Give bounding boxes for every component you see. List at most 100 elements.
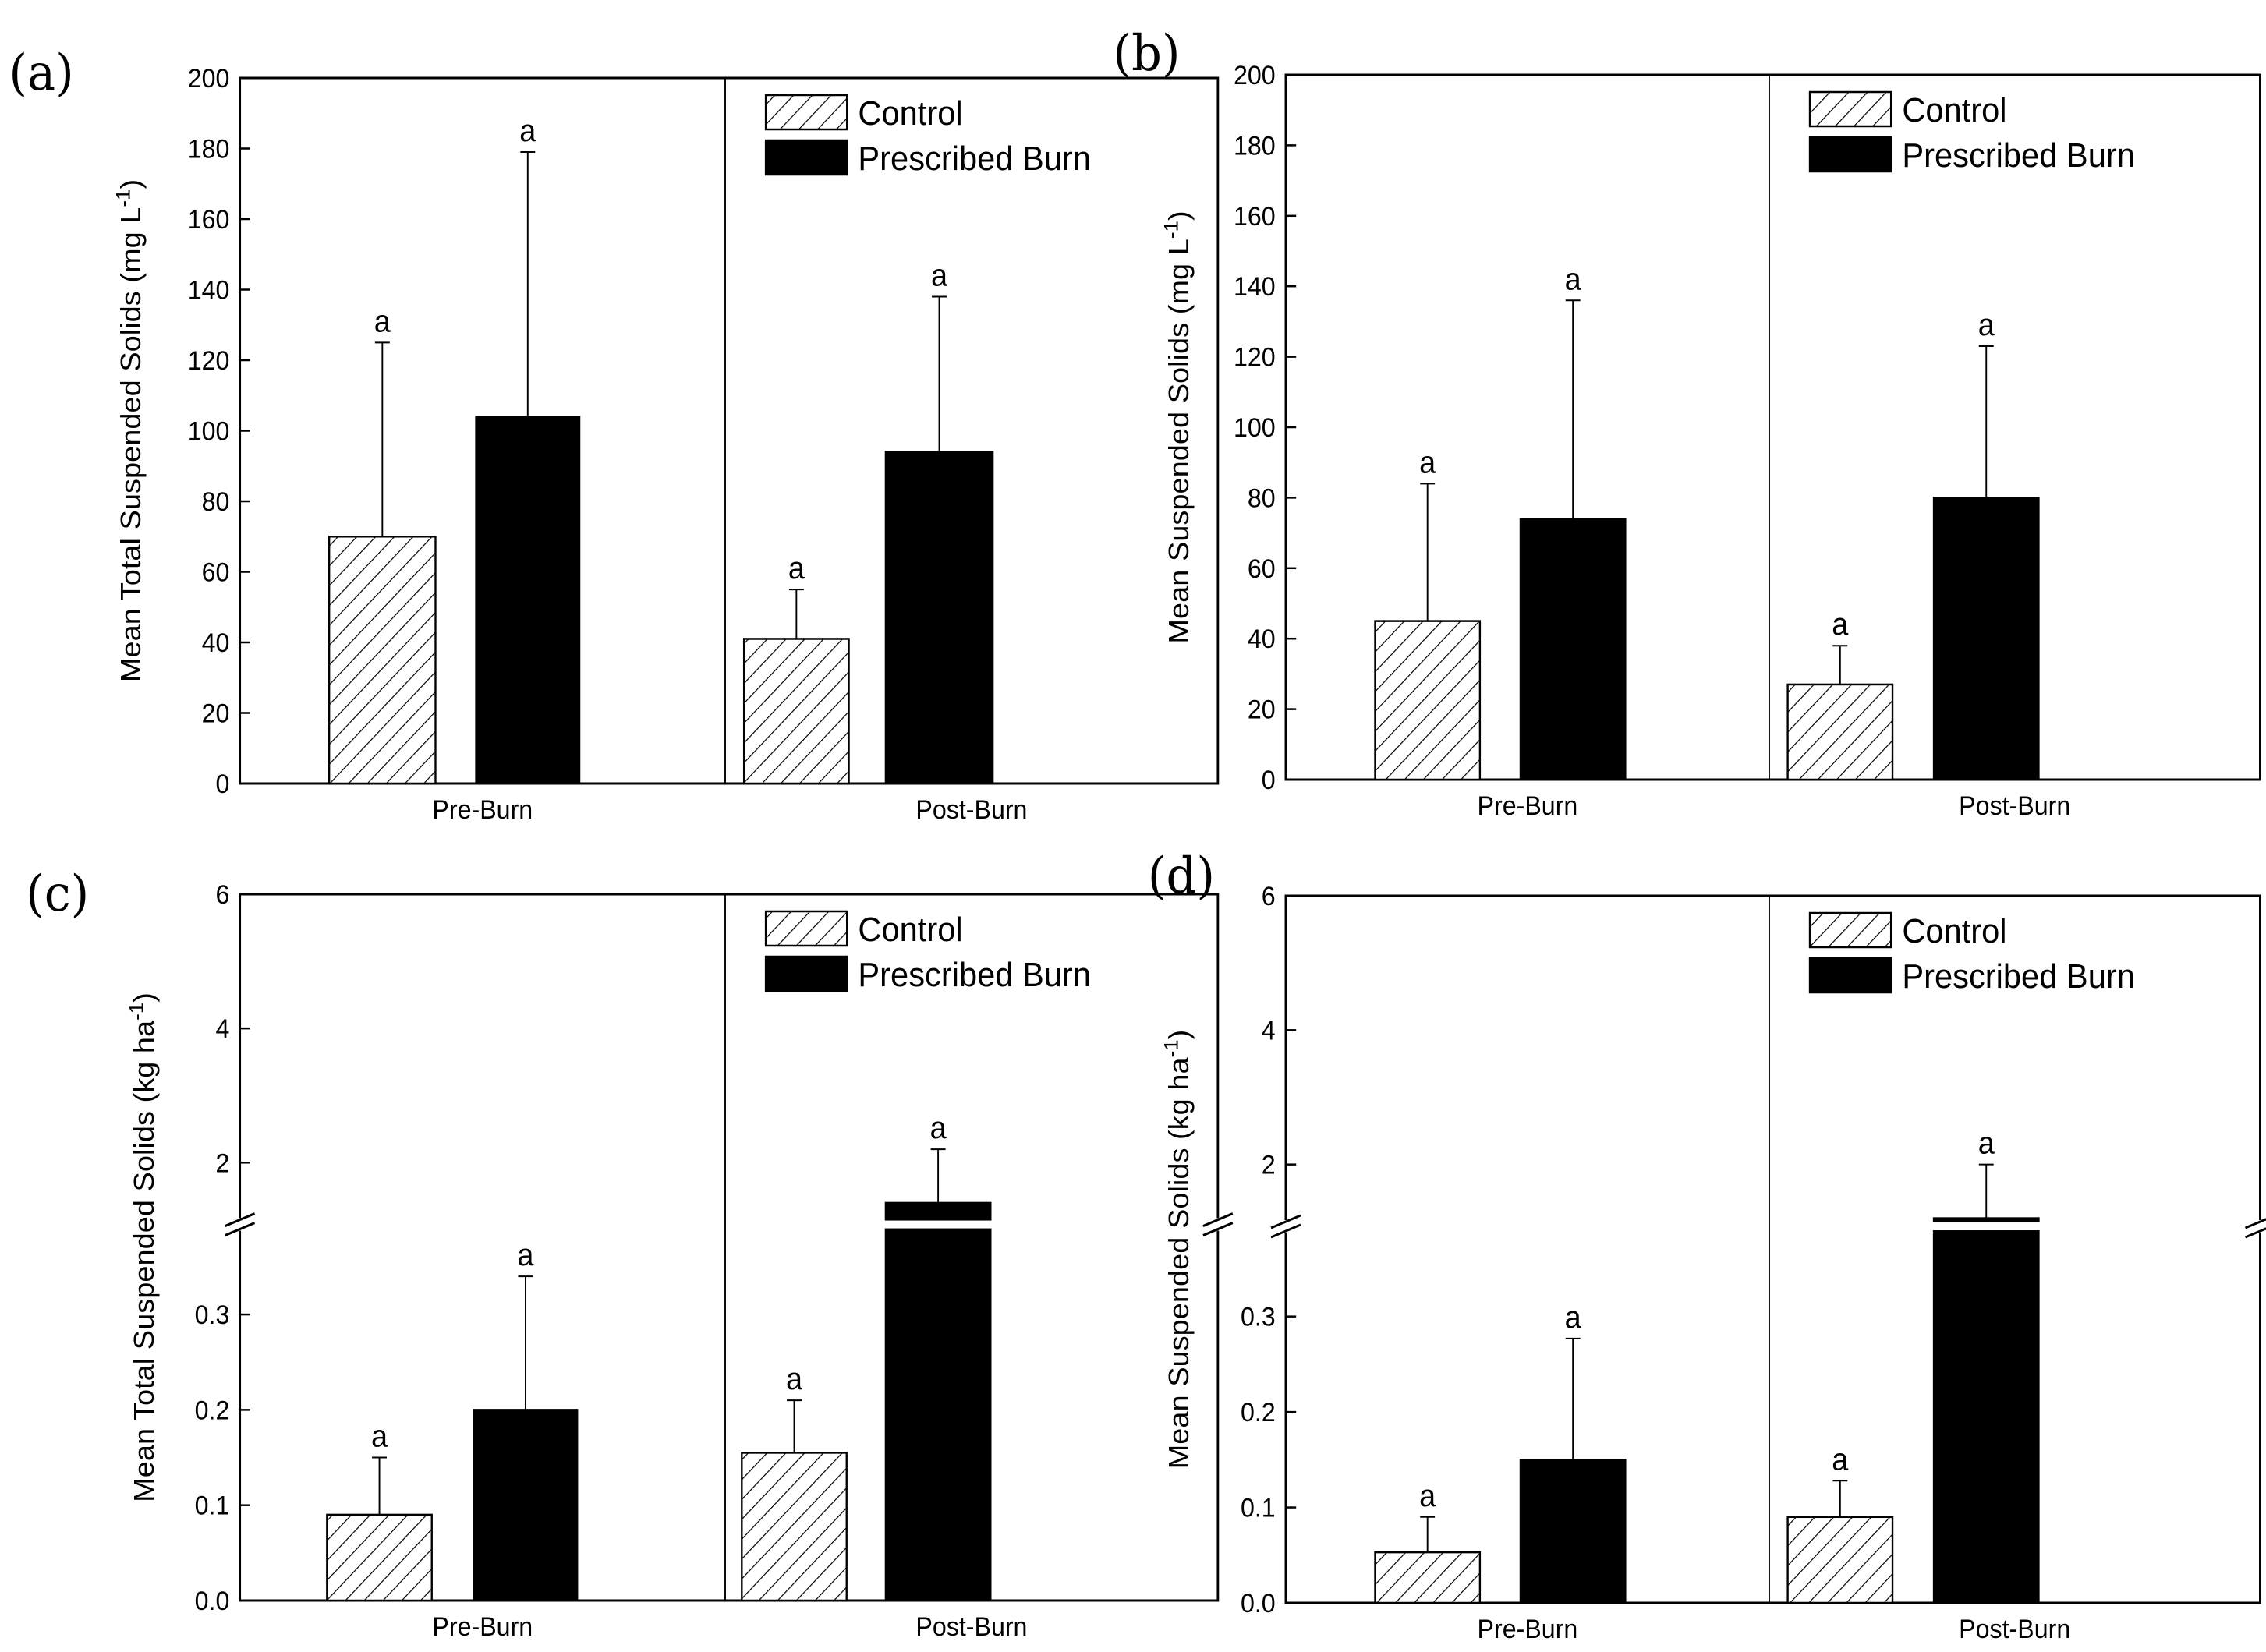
control-bar-pre xyxy=(328,536,437,785)
legend-burn-swatch xyxy=(1808,136,1892,173)
plot-frame xyxy=(1284,894,2261,1604)
y-tick-label: 200 xyxy=(188,64,230,94)
significance-letter: a xyxy=(930,1111,947,1145)
legend-control-label: Control xyxy=(858,911,962,949)
axis-break-gap xyxy=(1283,1220,1289,1233)
significance-letter: a xyxy=(931,259,947,293)
burn-bar-pre xyxy=(473,1409,579,1602)
burn-bar-post xyxy=(1932,1217,2040,1604)
axis-break-mark xyxy=(1270,1223,1301,1239)
legend-burn-swatch xyxy=(764,139,848,176)
control-bar-post xyxy=(741,1452,848,1602)
y-tick-label: 80 xyxy=(202,487,230,517)
y-tick-label: 2 xyxy=(1262,1151,1276,1180)
y-tick-label: 100 xyxy=(188,417,230,447)
legend-control-swatch xyxy=(1808,90,1892,128)
control-bar-post xyxy=(742,638,850,785)
significance-letter: a xyxy=(1832,607,1848,642)
y-axis-label-sup: -1 xyxy=(1161,221,1182,239)
y-tick-label: 160 xyxy=(1234,202,1276,232)
panel-d: (d) 0.0 0.1 0.2 0.3 2 4 6 Mean Suspended Solids … xyxy=(1148,846,2266,1644)
significance-letter: a xyxy=(1565,262,1581,296)
legend-control-swatch xyxy=(764,910,848,947)
burn-bar-pre xyxy=(475,416,581,785)
y-axis-label-end: ) xyxy=(129,992,160,1003)
panel-c: (c) 0.0 0.1 0.2 0.3 2 4 6 Mean Total Suspended S… xyxy=(26,864,1234,1642)
legend-control-label: Control xyxy=(1902,91,2006,129)
panel-label: (c) xyxy=(26,864,89,922)
x-category-label: Pre-Burn xyxy=(432,795,533,825)
legend-burn-swatch xyxy=(1808,957,1892,994)
x-category-label: Post-Burn xyxy=(1959,791,2070,821)
significance-letter: a xyxy=(1832,1442,1848,1477)
legend-control-swatch xyxy=(764,94,848,131)
legend-control-label: Control xyxy=(858,94,962,133)
significance-letter: a xyxy=(1978,308,1995,342)
burn-bar-post xyxy=(884,1201,992,1602)
y-tick-label: 80 xyxy=(1248,484,1276,514)
y-tick-label: 20 xyxy=(1248,695,1276,725)
axis-break-mark xyxy=(225,1212,256,1227)
y-tick-label: 0.3 xyxy=(1241,1303,1276,1332)
y-tick-label: 40 xyxy=(202,628,230,658)
y-tick-label: 100 xyxy=(1234,413,1276,443)
panel-label: (b) xyxy=(1113,23,1180,82)
y-tick-label: 0 xyxy=(1262,766,1276,795)
y-tick-label: 2 xyxy=(215,1148,229,1178)
y-tick-label: 4 xyxy=(1262,1017,1276,1046)
y-tick-label: 120 xyxy=(1234,343,1276,373)
axis-break-gap xyxy=(1215,1218,1221,1231)
y-axis-label-main: Mean Suspended Solids (mg L xyxy=(1163,239,1195,643)
significance-letter: a xyxy=(374,304,391,338)
burn-bar-pre xyxy=(1519,1459,1627,1604)
burn-bar-post xyxy=(884,451,994,785)
significance-letter: a xyxy=(1565,1300,1581,1335)
significance-letter: a xyxy=(371,1420,388,1454)
y-axis-label-end: ) xyxy=(115,179,147,189)
axis-break-mark xyxy=(1270,1214,1301,1229)
y-axis-label: Mean Total Suspended Solids (kg ha-1) xyxy=(126,992,159,1502)
significance-letter: a xyxy=(1978,1127,1995,1161)
control-bar-post xyxy=(1786,1516,1894,1604)
panel-a: (a) 0 20 40 60 80 100 120 140 160 180 200 Mean Total… xyxy=(9,43,1220,825)
control-bar-pre xyxy=(1374,1551,1482,1604)
y-tick-label: 0.3 xyxy=(195,1300,230,1330)
axis-break-gap xyxy=(2257,1220,2264,1233)
y-axis-label-end: ) xyxy=(1163,210,1195,221)
significance-letter: a xyxy=(1419,1479,1436,1513)
legend-burn-swatch xyxy=(764,955,848,992)
y-tick-label: 140 xyxy=(1234,272,1276,302)
y-axis-label-main: Mean Total Suspended Solids (mg L xyxy=(115,207,147,683)
axis-break-gap xyxy=(236,1218,243,1231)
y-tick-label: 0.1 xyxy=(195,1491,230,1521)
y-axis-label-sup: -1 xyxy=(1161,1039,1182,1057)
legend-burn-label: Prescribed Burn xyxy=(858,140,1091,178)
panel-label: (d) xyxy=(1148,846,1215,904)
significance-letter: a xyxy=(1419,445,1436,479)
y-tick-label: 0.2 xyxy=(195,1396,230,1426)
x-category-label: Post-Burn xyxy=(915,1612,1027,1642)
axis-break-mark xyxy=(225,1222,256,1236)
axis-break-mark xyxy=(1202,1222,1234,1236)
y-tick-label: 180 xyxy=(188,135,230,164)
significance-letter: a xyxy=(788,551,805,585)
y-axis-label-main: Mean Suspended Solids (kg ha xyxy=(1163,1057,1195,1469)
y-axis-label: Mean Total Suspended Solids (mg L-1) xyxy=(113,179,146,682)
axis-break-mark xyxy=(2244,1218,2266,1229)
y-tick-label: 6 xyxy=(1262,882,1276,911)
legend-burn-label: Prescribed Burn xyxy=(1902,136,2135,175)
x-category-label: Post-Burn xyxy=(1959,1615,2070,1644)
significance-letter: a xyxy=(519,114,536,148)
x-category-label: Pre-Burn xyxy=(432,1612,533,1642)
y-axis-label: Mean Suspended Solids (kg ha-1) xyxy=(1161,1030,1194,1470)
y-tick-label: 120 xyxy=(188,346,230,376)
y-tick-label: 140 xyxy=(188,276,230,306)
y-tick-label: 0.2 xyxy=(1241,1398,1276,1427)
legend-burn-label: Prescribed Burn xyxy=(858,956,1091,994)
y-axis-label: Mean Suspended Solids (mg L-1) xyxy=(1161,210,1194,643)
control-bar-pre xyxy=(326,1513,433,1602)
bar-break-gap xyxy=(884,1220,993,1229)
y-axis-label-main: Mean Total Suspended Solids (kg ha xyxy=(129,1020,160,1502)
burn-bar-pre xyxy=(1519,518,1627,781)
